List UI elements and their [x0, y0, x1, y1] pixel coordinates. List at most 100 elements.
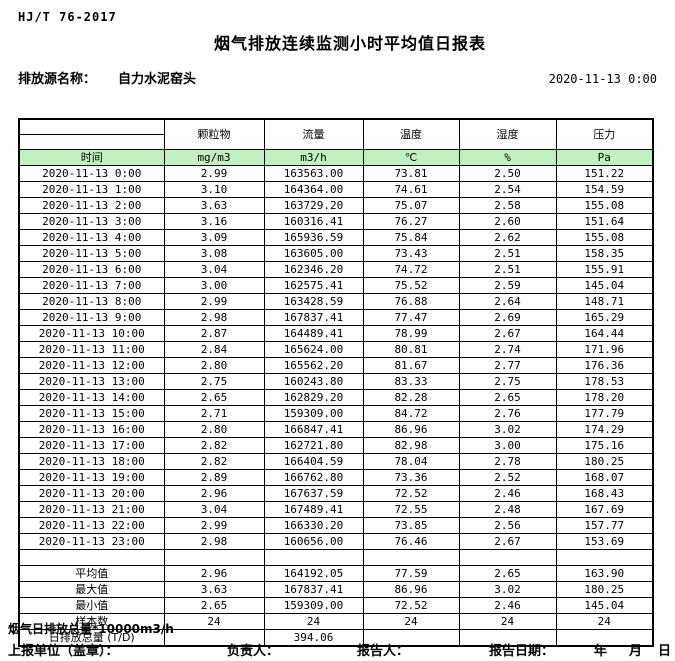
value-cell: 2.98 — [163, 309, 265, 326]
unit-flow: m3/h — [263, 149, 364, 166]
summary-value-cell: 24 — [263, 613, 364, 630]
value-cell: 2.59 — [458, 277, 557, 294]
value-cell: 164489.41 — [263, 325, 364, 342]
value-cell: 151.22 — [555, 165, 654, 182]
value-cell: 2.99 — [163, 165, 265, 182]
value-cell: 82.28 — [362, 389, 460, 406]
table-row: 2020-11-13 15:00 2.71 159309.00 84.72 2.76 17… — [18, 405, 654, 422]
value-cell: 86.96 — [362, 421, 460, 438]
summary-value-cell: 2.96 — [163, 565, 265, 582]
time-cell: 2020-11-13 2:00 — [18, 197, 165, 214]
table-row: 2020-11-13 0:00 2.99 163563.00 73.81 2.50 151… — [18, 165, 654, 182]
value-cell: 3.04 — [163, 261, 265, 278]
day-label: 日 — [658, 644, 672, 659]
value-cell: 166330.20 — [263, 517, 364, 534]
summary-label: 最大值 — [18, 581, 165, 598]
time-cell: 2020-11-13 5:00 — [18, 245, 165, 262]
value-cell: 2.65 — [458, 389, 557, 406]
value-cell: 78.99 — [362, 325, 460, 342]
unit-temperature: ℃ — [362, 149, 460, 166]
value-cell: 3.63 — [163, 197, 265, 214]
table-row: 2020-11-13 20:00 2.96 167637.59 72.52 2.46 16… — [18, 485, 654, 502]
value-cell: 2.75 — [163, 373, 265, 390]
value-cell: 163563.00 — [263, 165, 364, 182]
value-cell: 3.10 — [163, 181, 265, 198]
header-corner-bottom — [18, 134, 165, 150]
report-unit-label: 上报单位（盖章）： — [8, 644, 119, 659]
value-cell: 3.16 — [163, 213, 265, 230]
value-cell: 73.43 — [362, 245, 460, 262]
spacer-cell — [362, 549, 460, 566]
value-cell: 2.80 — [163, 421, 265, 438]
value-cell: 75.52 — [362, 277, 460, 294]
summary-value-cell — [555, 629, 654, 647]
spacer-cell — [458, 549, 557, 566]
spacer-cell — [18, 549, 165, 566]
source-name-value: 自力水泥窑头 — [118, 72, 197, 87]
value-cell: 159309.00 — [263, 405, 364, 422]
value-cell: 2.96 — [163, 485, 265, 502]
unit-particulate: mg/m3 — [163, 149, 265, 166]
value-cell: 2.78 — [458, 453, 557, 470]
value-cell: 162721.80 — [263, 437, 364, 454]
col-header-pressure: 压力 — [555, 118, 654, 150]
value-cell: 2.51 — [458, 261, 557, 278]
summary-value-cell: 2.65 — [458, 565, 557, 582]
value-cell: 2.84 — [163, 341, 265, 358]
unit-row: 时间 mg/m3 m3/h ℃ % Pa — [18, 149, 654, 166]
summary-rows: 平均值 2.96 164192.05 77.59 2.65 163.90 最大值 3.63 16… — [18, 565, 654, 647]
header-row-top: 颗粒物 流量 温度 湿度 压力 — [18, 118, 654, 150]
col-header-humidity: 湿度 — [458, 118, 557, 150]
value-cell: 3.08 — [163, 245, 265, 262]
table-row: 2020-11-13 12:00 2.80 165562.20 81.67 2.77 17… — [18, 357, 654, 374]
summary-value-cell: 24 — [163, 613, 265, 630]
value-cell: 162346.20 — [263, 261, 364, 278]
value-cell: 84.72 — [362, 405, 460, 422]
value-cell: 167637.59 — [263, 485, 364, 502]
value-cell: 162829.20 — [263, 389, 364, 406]
value-cell: 78.04 — [362, 453, 460, 470]
summary-value-cell: 180.25 — [555, 581, 654, 598]
table-row: 2020-11-13 4:00 3.09 165936.59 75.84 2.62 155… — [18, 229, 654, 246]
spacer-cell — [555, 549, 654, 566]
value-cell: 174.29 — [555, 421, 654, 438]
summary-row: 最大值 3.63 167837.41 86.96 3.02 180.25 — [18, 581, 654, 598]
time-cell: 2020-11-13 16:00 — [18, 421, 165, 438]
value-cell: 167489.41 — [263, 501, 364, 518]
table-row: 2020-11-13 2:00 3.63 163729.20 75.07 2.58 155… — [18, 197, 654, 214]
signature-line: 上报单位（盖章）： 负责人： 报告人： 报告日期： 年 月 日 — [0, 640, 675, 659]
value-cell: 2.71 — [163, 405, 265, 422]
spacer-cell — [263, 549, 364, 566]
time-cell: 2020-11-13 9:00 — [18, 309, 165, 326]
value-cell: 3.04 — [163, 501, 265, 518]
value-cell: 2.75 — [458, 373, 557, 390]
value-cell: 2.82 — [163, 453, 265, 470]
source-info-line: 排放源名称： 自力水泥窑头 2020-11-13 0:00 — [18, 68, 657, 87]
hourly-average-table: 颗粒物 流量 温度 湿度 压力 时间 mg/m3 m3/h ℃ % Pa 202… — [18, 118, 654, 647]
value-cell: 76.46 — [362, 533, 460, 550]
summary-label: 日排放总量 (T/D) — [18, 629, 165, 647]
value-cell: 177.79 — [555, 405, 654, 422]
value-cell: 75.84 — [362, 229, 460, 246]
summary-value-cell: 3.02 — [458, 581, 557, 598]
value-cell: 2.99 — [163, 293, 265, 310]
value-cell: 178.53 — [555, 373, 654, 390]
summary-row: 平均值 2.96 164192.05 77.59 2.65 163.90 — [18, 565, 654, 582]
spacer-cell — [163, 549, 265, 566]
value-cell: 163428.59 — [263, 293, 364, 310]
table-row: 2020-11-13 17:00 2.82 162721.80 82.98 3.00 17… — [18, 437, 654, 454]
time-cell: 2020-11-13 14:00 — [18, 389, 165, 406]
value-cell: 162575.41 — [263, 277, 364, 294]
col-header-temperature: 温度 — [362, 118, 460, 150]
spacer-row — [18, 549, 654, 566]
time-cell: 2020-11-13 17:00 — [18, 437, 165, 454]
value-cell: 80.81 — [362, 341, 460, 358]
value-cell: 2.56 — [458, 517, 557, 534]
time-cell: 2020-11-13 4:00 — [18, 229, 165, 246]
summary-value-cell: 163.90 — [555, 565, 654, 582]
value-cell: 171.96 — [555, 341, 654, 358]
value-cell: 2.48 — [458, 501, 557, 518]
value-cell: 145.04 — [555, 277, 654, 294]
page-title: 烟气排放连续监测小时平均值日报表 — [213, 34, 486, 53]
